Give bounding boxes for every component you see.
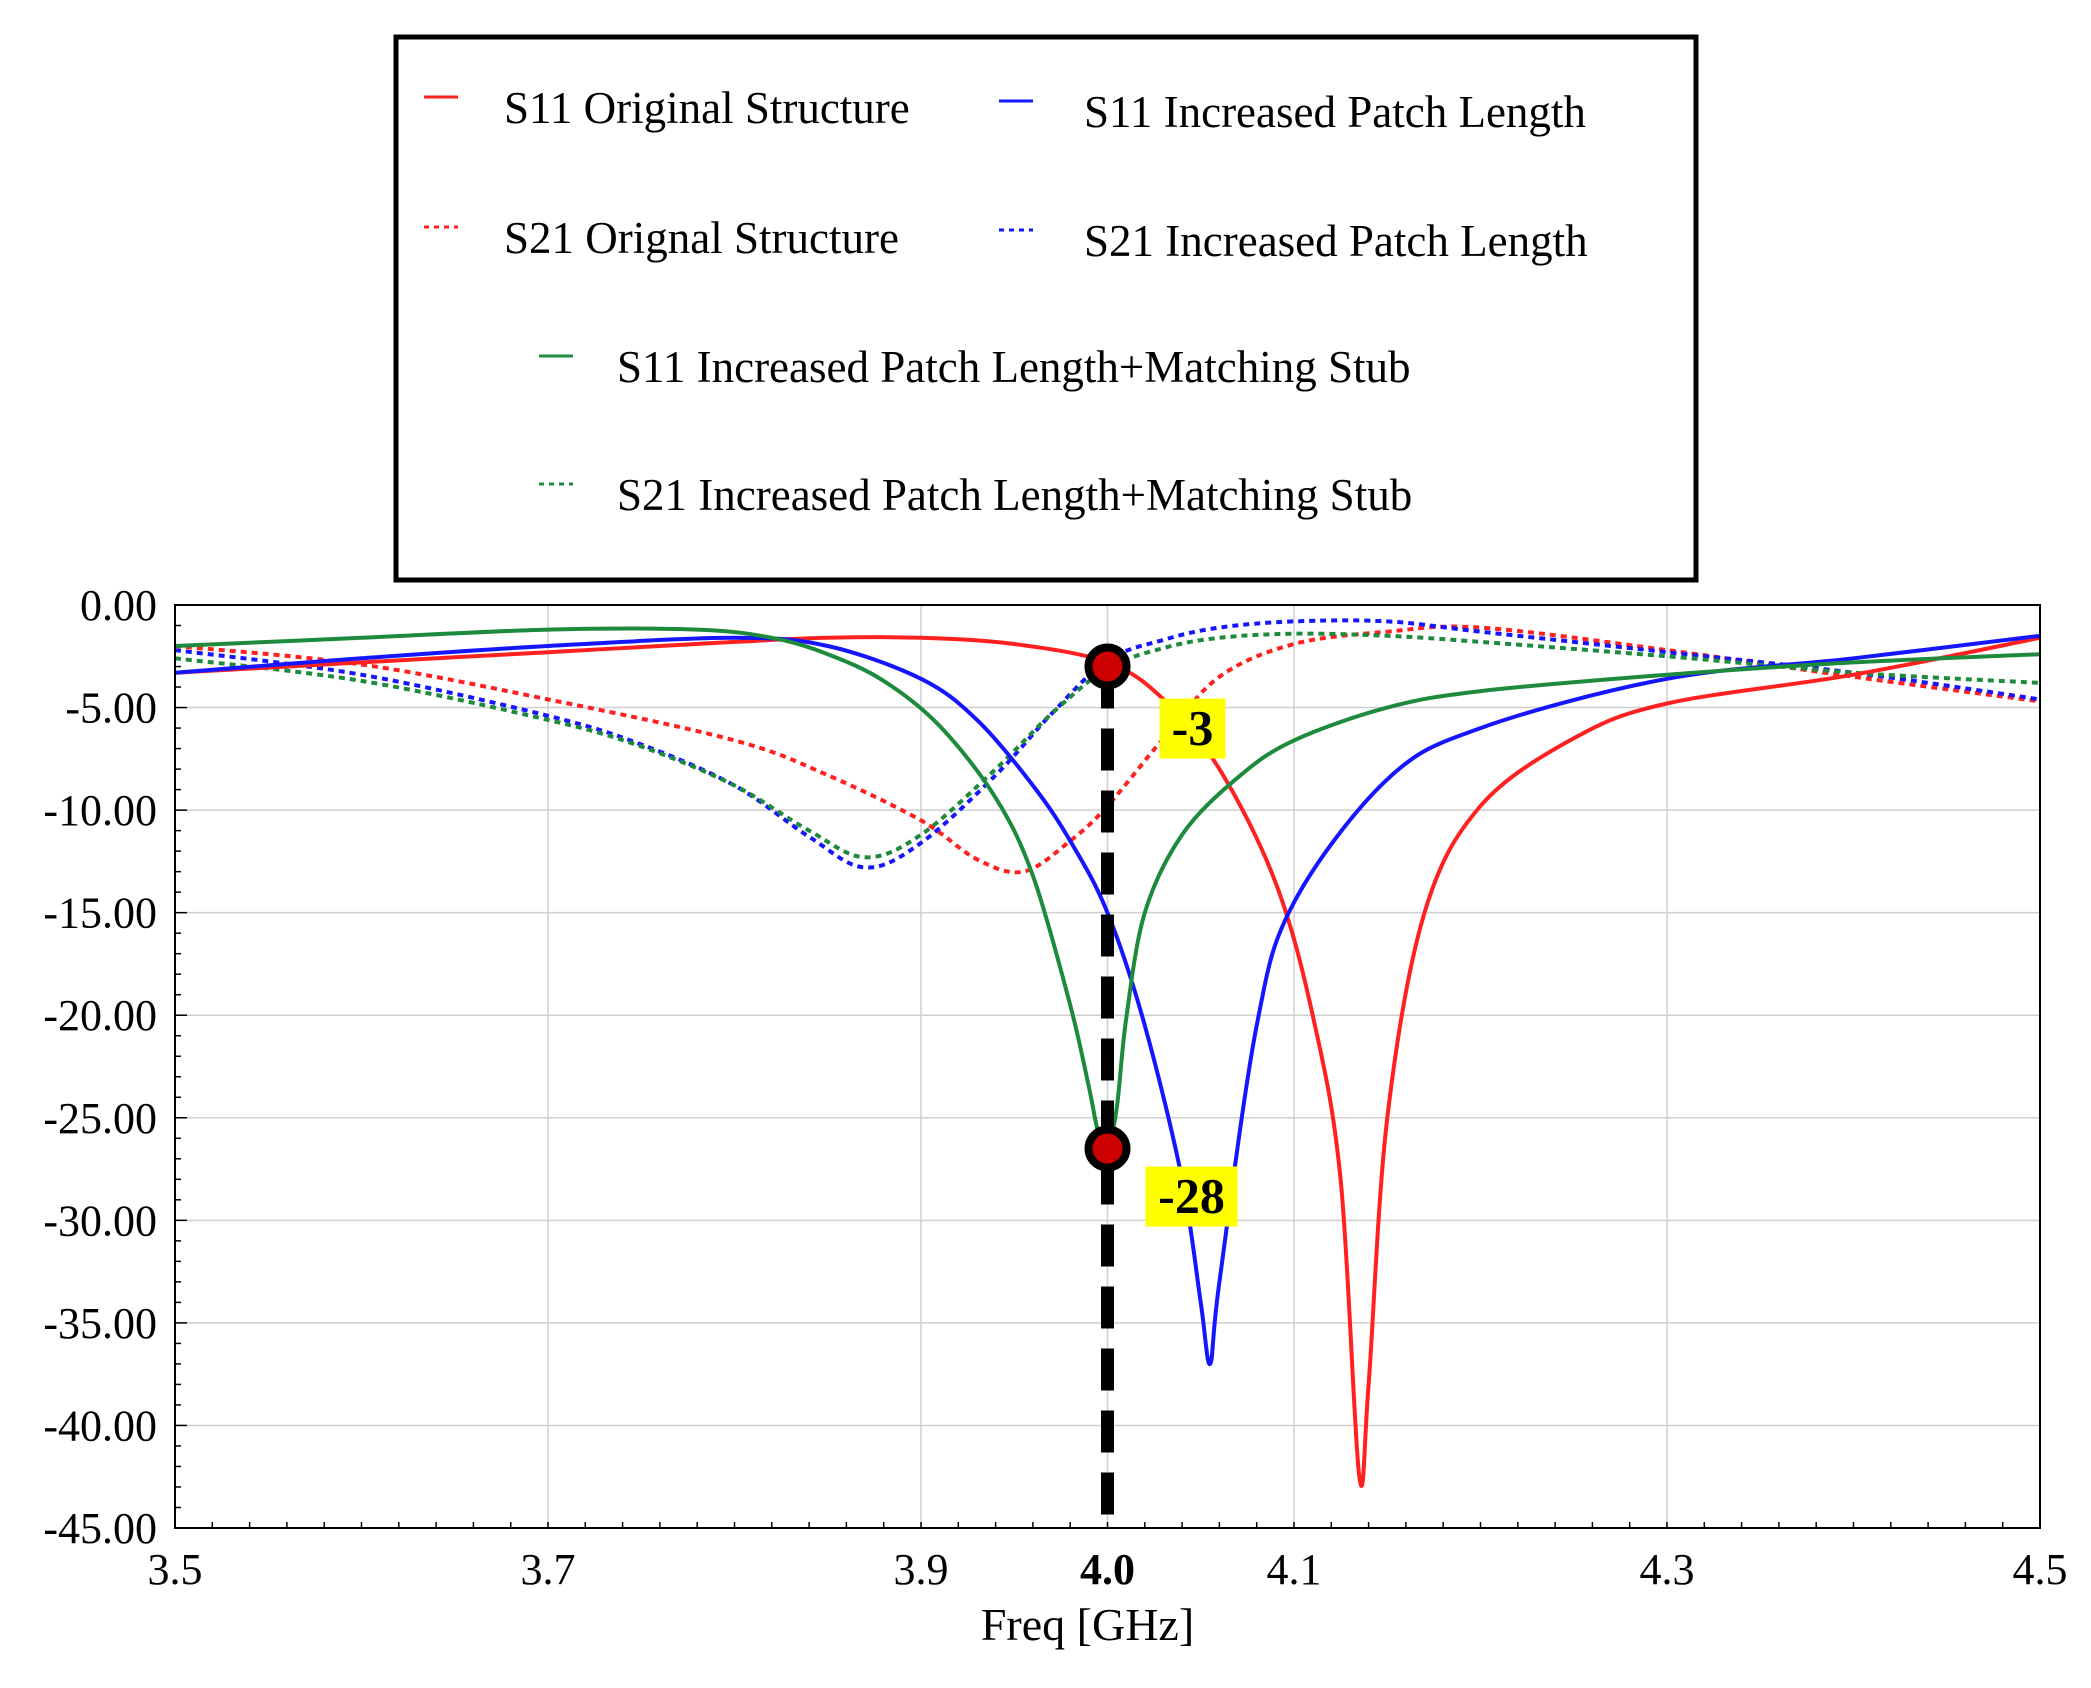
annotation-label: -28 — [1158, 1168, 1225, 1224]
x-tick-label: 3.5 — [148, 1545, 203, 1594]
annotation-label: -3 — [1172, 700, 1214, 756]
annotation-highlight — [1145, 1166, 1238, 1227]
legend-label-s21-original: S21 Orignal Structure — [504, 213, 899, 263]
y-tick-label: 0.00 — [80, 581, 157, 630]
legend: S11 Original Structure S11 Increased Pat… — [393, 34, 1699, 583]
y-tick-label: -30.00 — [43, 1196, 157, 1245]
x-tick-label: 4.1 — [1267, 1545, 1322, 1594]
y-tick-label: -15.00 — [43, 889, 157, 938]
y-tick-label: -5.00 — [65, 684, 157, 733]
legend-label-s11-increased: S11 Increased Patch Length — [1084, 87, 1586, 137]
legend-label-s21-increased: S21 Increased Patch Length — [1084, 216, 1588, 266]
x-tick-label: 3.7 — [521, 1545, 576, 1594]
annotation-highlight — [1159, 698, 1226, 759]
x-tick-label: 3.9 — [894, 1545, 949, 1594]
y-tick-label: -25.00 — [43, 1094, 157, 1143]
annotations: -3 -28 — [1084, 643, 1238, 1227]
marker-point — [1084, 1125, 1131, 1172]
plot-frame — [174, 604, 2041, 1529]
series-line-s21-increased-patch-length — [174, 618, 2041, 870]
marker-point — [1084, 643, 1131, 690]
series-line-s21-orignal-structure — [174, 624, 2041, 875]
series-line-s11-original-structure — [174, 635, 2041, 1488]
y-tick-label: -35.00 — [43, 1299, 157, 1348]
legend-label-s11-stub: S11 Increased Patch Length+Matching Stub — [617, 342, 1411, 392]
legend-label-s11-original: S11 Original Structure — [504, 83, 910, 133]
x-axis-title: Freq [GHz] — [981, 1599, 1194, 1650]
y-tick-label: -20.00 — [43, 991, 157, 1040]
y-tick-label: -10.00 — [43, 786, 157, 835]
x-tick-label: 4.0 — [1080, 1545, 1135, 1594]
x-tick-label: 4.5 — [2013, 1545, 2068, 1594]
y-tick-label: -40.00 — [43, 1401, 157, 1450]
series-line-s21-increased-patch-length-matching-stub — [174, 631, 2041, 860]
tick-labels: 0.00 -5.00 -10.00 -15.00 -20.00 -25.00 -30.00 -… — [43, 581, 2067, 1594]
legend-label-s21-stub: S21 Increased Patch Length+Matching Stub — [617, 470, 1412, 520]
y-tick-label: -45.00 — [43, 1504, 157, 1553]
legend-box — [393, 34, 1699, 583]
x-tick-label: 4.3 — [1640, 1545, 1695, 1594]
